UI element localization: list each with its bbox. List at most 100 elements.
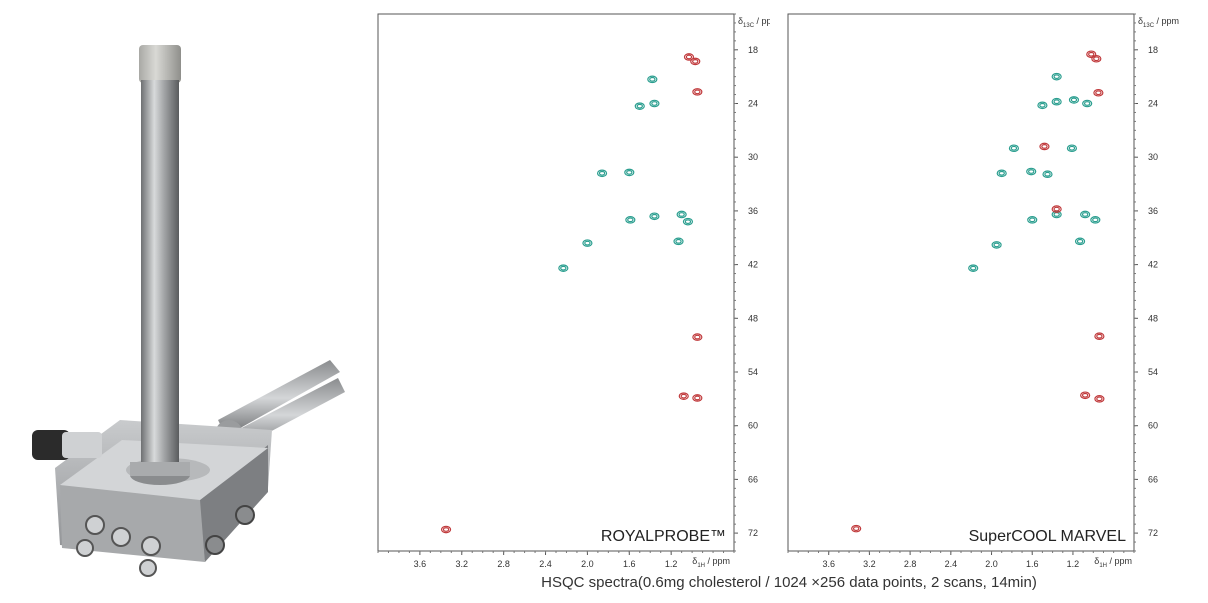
peak-contour	[440, 525, 452, 534]
y-tick-label: 18	[748, 45, 758, 55]
peak-contour	[1051, 97, 1062, 106]
panel-label: SuperCOOL MARVEL	[969, 528, 1127, 545]
peak-ring	[558, 264, 569, 272]
x-tick-label: 2.8	[904, 559, 917, 569]
peak-ring	[625, 216, 636, 224]
peak-ring	[1044, 171, 1051, 177]
peaks	[851, 50, 1105, 533]
peak-ring	[683, 53, 695, 61]
y-tick-label: 30	[748, 152, 758, 162]
peak-contour	[649, 99, 660, 108]
peak-contour	[683, 53, 695, 61]
peak-ring	[1070, 97, 1078, 103]
x-axis-label: δ1H / ppm	[1094, 556, 1132, 569]
panel-label: ROYALPROBE™	[601, 528, 726, 545]
x-tick-label: 3.2	[863, 559, 876, 569]
peak-contour	[673, 237, 684, 246]
peak-ring	[624, 168, 635, 177]
y-tick-label: 60	[1148, 421, 1158, 431]
y-tick-label: 60	[748, 421, 758, 431]
y-tick-label: 66	[748, 474, 758, 484]
peak-ring	[1096, 396, 1103, 402]
peak-ring	[1026, 167, 1037, 176]
peak-contour	[1080, 391, 1091, 400]
peak-contour	[649, 212, 660, 221]
y-tick-label: 54	[1148, 367, 1158, 377]
main-tube	[130, 45, 190, 485]
peak-contour	[1068, 96, 1080, 104]
peak-ring	[1041, 144, 1048, 149]
peak-ring	[676, 210, 687, 219]
peak-ring	[968, 264, 979, 272]
peak-contour	[1051, 205, 1062, 213]
spectrum-panel-supercool-marvel: 3.6 3.2 2.8 2.4 2.0 1.6 1.2 18 24 30 36 42 48 54 60 66…	[787, 13, 1179, 569]
y-tick-label: 24	[748, 99, 758, 109]
peak-contour	[996, 169, 1007, 178]
peak-ring	[684, 219, 692, 225]
peak-ring	[440, 525, 452, 534]
peak-ring	[970, 265, 977, 271]
x-tick-label: 1.2	[1067, 559, 1080, 569]
probe-photo	[32, 45, 345, 577]
peak-ring	[1053, 206, 1060, 212]
peak-ring	[627, 217, 634, 223]
peak-contour	[1080, 210, 1091, 219]
peak-ring	[1092, 217, 1099, 223]
peak-ring	[1051, 205, 1062, 213]
peak-ring	[1093, 88, 1104, 97]
peak-ring	[1080, 391, 1091, 400]
peak-contour	[690, 57, 701, 66]
peak-ring	[694, 89, 701, 95]
peak-contour	[1027, 216, 1038, 224]
x-tick-label: 3.2	[456, 559, 469, 569]
peak-contour	[647, 75, 658, 84]
peak-ring	[1083, 101, 1091, 106]
peak-contour	[968, 264, 979, 272]
peak-ring	[1051, 97, 1062, 106]
peak-ring	[596, 169, 608, 178]
peak-ring	[634, 102, 645, 110]
peak-ring	[1086, 50, 1097, 59]
peak-ring	[675, 238, 682, 244]
peak-ring	[1093, 56, 1100, 62]
peak-ring	[649, 76, 656, 82]
peak-ring	[442, 527, 450, 532]
peak-ring	[1010, 145, 1018, 151]
peak-ring	[1080, 210, 1091, 219]
x-ticks: 3.6 3.2 2.8 2.4 2.0 1.6 1.2	[787, 551, 1135, 569]
peak-contour	[582, 239, 593, 247]
peak-contour	[1042, 170, 1053, 179]
y-tick-label: 30	[1148, 152, 1158, 162]
y-tick-label: 24	[1148, 99, 1158, 109]
y-axis-label: δ13C / ppm	[1138, 16, 1179, 29]
peak-ring	[649, 99, 660, 108]
peak-ring	[1068, 96, 1080, 104]
peak-ring	[1028, 169, 1035, 174]
peak-ring	[1076, 238, 1084, 244]
x-tick-label: 2.4	[945, 559, 958, 569]
peak-ring	[1039, 142, 1050, 151]
peak-contour	[1094, 395, 1105, 403]
connectors	[76, 505, 255, 577]
peak-ring	[1029, 217, 1036, 223]
peak-ring	[1074, 237, 1086, 246]
peak-contour	[692, 88, 703, 96]
peak-ring	[680, 393, 687, 399]
x-tick-label: 1.2	[665, 559, 678, 569]
peak-ring	[1008, 144, 1020, 153]
peak-ring	[626, 170, 633, 175]
peak-contour	[624, 168, 635, 177]
peak-ring	[1096, 333, 1103, 339]
peak-contour	[625, 216, 636, 224]
x-tick-label: 1.6	[1026, 559, 1039, 569]
peak-contour	[558, 264, 569, 272]
peak-contour	[1093, 88, 1104, 97]
peak-contour	[1090, 216, 1101, 224]
peak-ring	[852, 526, 860, 532]
peak-contour	[692, 333, 703, 341]
peak-ring	[651, 101, 658, 106]
peak-ring	[1037, 101, 1048, 110]
peak-ring	[1088, 51, 1095, 57]
peak-ring	[673, 237, 684, 246]
peak-ring	[682, 217, 694, 226]
